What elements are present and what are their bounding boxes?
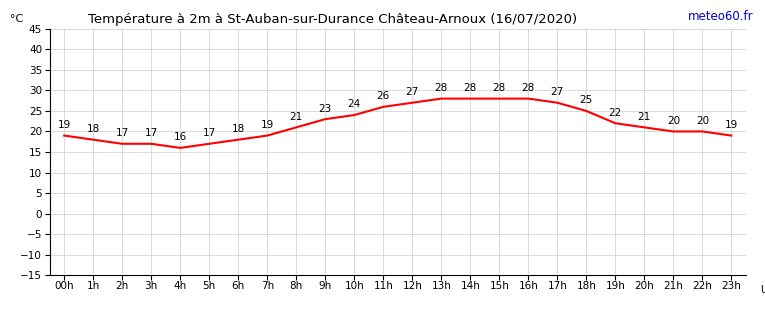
Text: 17: 17 <box>116 128 129 138</box>
Text: 20: 20 <box>667 116 680 126</box>
Text: °C: °C <box>10 14 23 24</box>
Text: 19: 19 <box>57 120 71 130</box>
Text: 20: 20 <box>696 116 709 126</box>
Text: 28: 28 <box>493 83 506 93</box>
Text: 25: 25 <box>580 95 593 105</box>
Text: UTC: UTC <box>760 285 765 295</box>
Text: 28: 28 <box>464 83 477 93</box>
Text: 18: 18 <box>86 124 100 134</box>
Text: 24: 24 <box>347 100 361 109</box>
Text: 21: 21 <box>290 112 303 122</box>
Text: 28: 28 <box>522 83 535 93</box>
Text: 27: 27 <box>551 87 564 97</box>
Text: 27: 27 <box>405 87 419 97</box>
Text: 23: 23 <box>319 104 332 114</box>
Text: meteo60.fr: meteo60.fr <box>688 10 754 23</box>
Text: 28: 28 <box>435 83 448 93</box>
Text: 19: 19 <box>724 120 738 130</box>
Text: 16: 16 <box>174 132 187 142</box>
Text: 26: 26 <box>376 91 390 101</box>
Text: 17: 17 <box>145 128 158 138</box>
Text: 17: 17 <box>203 128 216 138</box>
Text: 21: 21 <box>638 112 651 122</box>
Text: 18: 18 <box>232 124 245 134</box>
Text: Température à 2m à St-Auban-sur-Durance Château-Arnoux (16/07/2020): Température à 2m à St-Auban-sur-Durance … <box>88 13 577 26</box>
Text: 19: 19 <box>261 120 274 130</box>
Text: 22: 22 <box>609 108 622 118</box>
